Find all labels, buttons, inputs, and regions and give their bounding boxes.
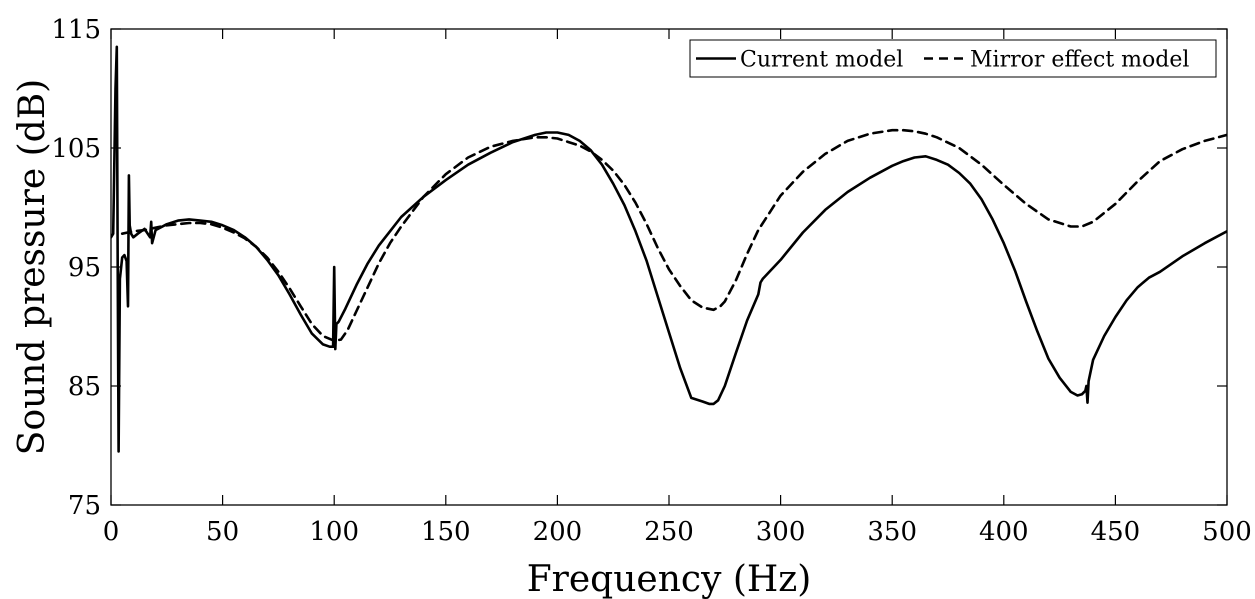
legend-label-current-model: Current model	[740, 48, 903, 73]
axis-ticks: 0 50 100 150 200 250 300 350 400 450 500 75 85 95 105 1…	[51, 15, 1251, 547]
x-tick-label: 250	[644, 517, 694, 547]
legend: Current model Mirror effect model	[689, 39, 1217, 78]
x-tick-label: 350	[867, 517, 917, 547]
y-tick-label: 85	[68, 372, 101, 402]
y-tick-label: 115	[51, 15, 101, 45]
y-tick-label: 75	[68, 491, 101, 521]
series-line-mirror-effect-model	[120, 128, 1227, 343]
series-lines	[111, 45, 1227, 453]
x-tick-label: 450	[1091, 517, 1141, 547]
x-tick-label: 100	[309, 517, 359, 547]
x-axis-label: Frequency (Hz)	[527, 559, 812, 599]
legend-label-mirror-effect-model: Mirror effect model	[970, 48, 1189, 73]
x-tick-label: 150	[421, 517, 471, 547]
x-tick-label: 300	[756, 517, 806, 547]
y-tick-label: 105	[51, 134, 101, 164]
y-axis-label: Sound pressure (dB)	[12, 79, 53, 455]
legend-box	[689, 39, 1217, 78]
series-line-current-model	[111, 45, 1227, 453]
x-tick-label: 0	[103, 517, 120, 547]
y-tick-label: 95	[68, 253, 101, 283]
x-tick-label: 400	[979, 517, 1029, 547]
x-tick-label: 500	[1202, 517, 1252, 547]
x-tick-label: 200	[533, 517, 583, 547]
x-tick-label: 50	[206, 517, 239, 547]
